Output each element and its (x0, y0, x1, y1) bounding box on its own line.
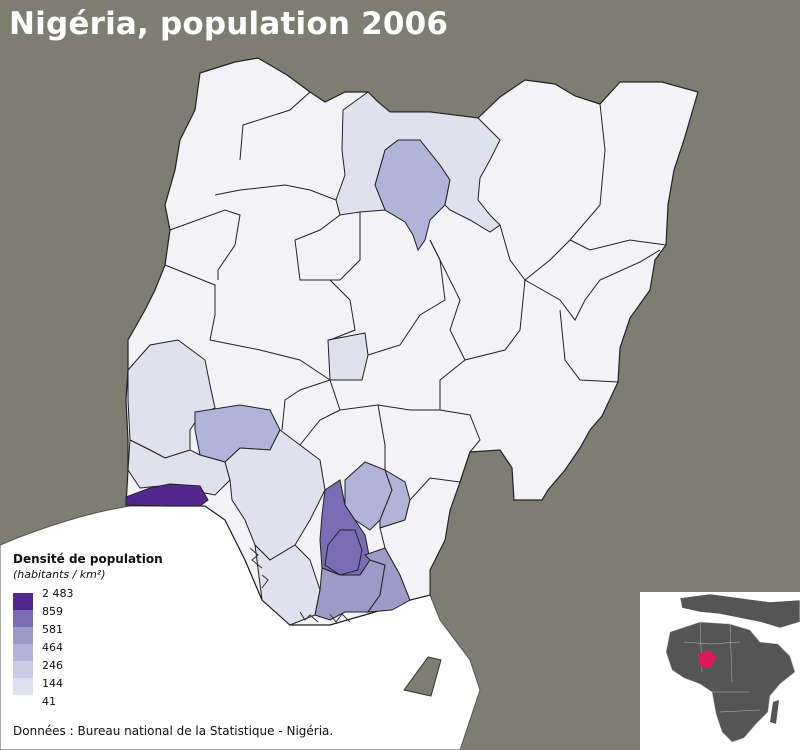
legend-break-label: 41 (42, 695, 56, 708)
legend: Densité de population (habitants / km²) … (13, 552, 213, 708)
legend-swatch (13, 610, 33, 627)
legend-swatch (13, 593, 33, 610)
legend-break-label: 581 (42, 623, 63, 636)
legend-swatch (13, 627, 33, 644)
legend-swatch (13, 678, 33, 695)
legend-swatch (13, 644, 33, 661)
delta-coast-details (249, 547, 351, 623)
region-fct (327, 332, 369, 381)
africa-locator-inset (640, 592, 800, 750)
africa-continent (665, 621, 796, 743)
region-core (324, 529, 363, 576)
region-north-central (335, 91, 501, 233)
legend-break-label: 464 (42, 641, 63, 654)
state-boundaries (164, 91, 667, 470)
region-lagos (125, 483, 209, 507)
legend-break-label: 246 (42, 659, 63, 672)
region-ondo (224, 429, 326, 561)
island (403, 656, 442, 697)
legend-break-label: 2 483 (42, 587, 74, 600)
legend-break-label: 859 (42, 605, 63, 618)
legend-swatch (13, 661, 33, 678)
legend-scale: 2 483 859 581 464 246 144 41 (13, 587, 213, 708)
map-title: Nigéria, population 2006 (9, 6, 449, 42)
legend-break-label: 144 (42, 677, 63, 690)
nigeria-highlight (698, 650, 716, 668)
legend-subtitle: (habitants / km²) (13, 568, 106, 581)
data-source-note: Données : Bureau national de la Statisti… (13, 724, 334, 738)
region-cross-river (379, 477, 461, 601)
legend-title: Densité de population (13, 552, 163, 566)
